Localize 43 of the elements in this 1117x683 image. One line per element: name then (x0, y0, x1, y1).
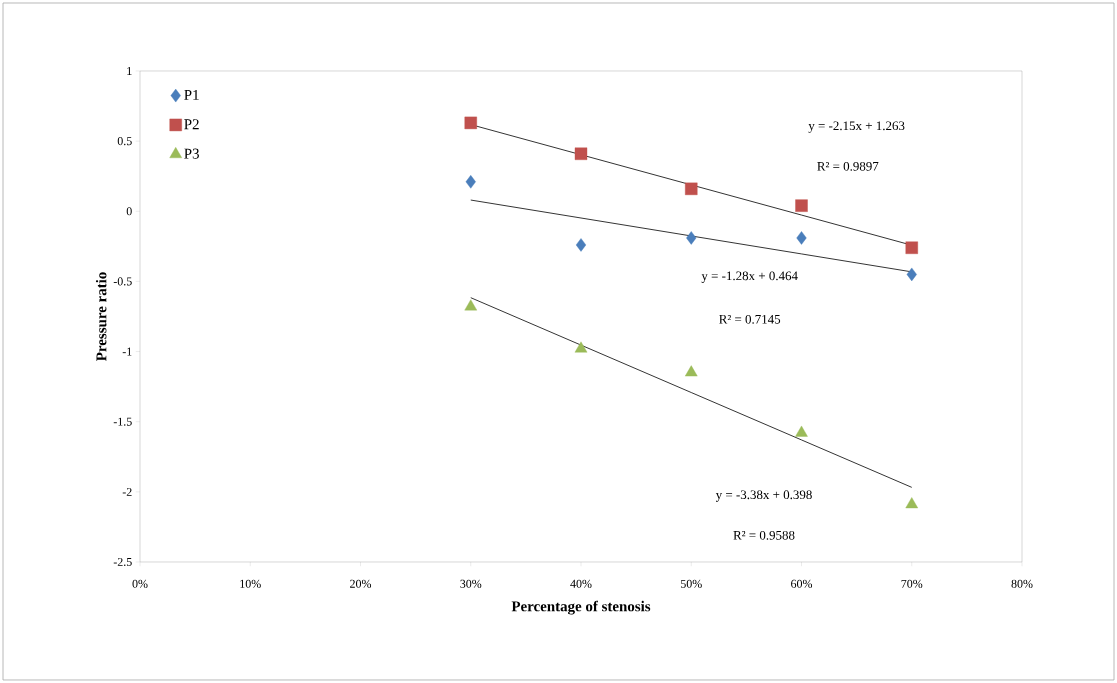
x-tick-label: 80% (1011, 579, 1033, 588)
y-tick-label: 1 (127, 67, 132, 75)
x-tick-label: 40% (570, 579, 592, 588)
point (905, 241, 918, 254)
annotation: R² = 0.9588 (733, 530, 795, 540)
point (465, 175, 476, 189)
point (685, 182, 698, 196)
point (574, 147, 588, 160)
point (685, 365, 698, 377)
x-tick-label: 20% (350, 579, 372, 588)
legend-label: P1 (184, 89, 199, 100)
x-tick-label: 50% (680, 579, 702, 588)
annotation: y = -1.28x + 0.464 (701, 271, 798, 283)
point (796, 231, 807, 245)
point (906, 267, 917, 282)
x-tick-label: 60% (791, 579, 813, 588)
x-axis-title: Percentage of stenosis (511, 600, 651, 615)
y-tick-label: -1.5 (113, 417, 132, 426)
point (795, 199, 808, 212)
point (574, 341, 588, 353)
y-axis-title: Pressure ratio (95, 272, 107, 361)
x-tick-label: 30% (460, 579, 482, 588)
annotation: y = -3.38x + 0.398 (715, 490, 812, 502)
y-tick-label: -2 (122, 487, 132, 496)
x-tick-label: 0% (132, 579, 148, 588)
x-tick-label: 70% (901, 579, 923, 588)
legend-label: P2 (184, 119, 199, 130)
point (686, 231, 697, 245)
y-tick-label: -2.5 (113, 557, 132, 567)
point (464, 116, 477, 130)
y-tick-label: 0.5 (117, 137, 132, 146)
annotation: R² = 0.7145 (719, 314, 781, 324)
y-tick-label: -0.5 (113, 277, 132, 286)
point (575, 238, 587, 252)
y-tick-label: -1 (122, 347, 132, 356)
y-tick-label: 0 (126, 207, 132, 216)
point (905, 497, 919, 509)
annotation: y = -2.15x + 1.263 (808, 121, 905, 133)
point (795, 425, 808, 437)
point (464, 299, 478, 311)
annotation: R² = 0.9897 (817, 161, 879, 171)
legend-label: P3 (184, 148, 199, 159)
x-tick-label: 10% (240, 579, 261, 588)
